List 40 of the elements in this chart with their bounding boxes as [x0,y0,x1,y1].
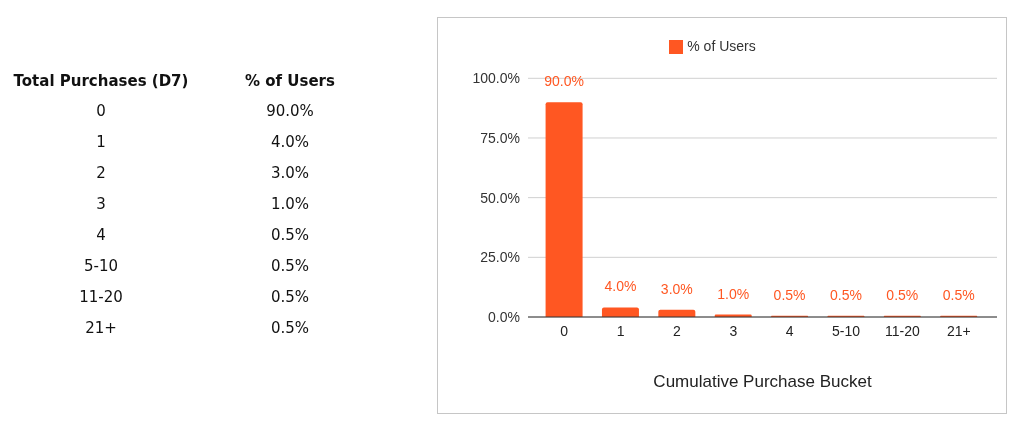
text: 3.0% [270,164,310,182]
data-label: 0.5% [942,286,975,303]
category-label: 0 [96,102,106,120]
x-axis-title: Cumulative Purchase Bucket [653,372,872,391]
y-tick-label: 100.0% [472,70,520,87]
x-tick-label: 5-10 [832,322,861,339]
category-label: 2 [96,164,106,182]
category-label: 5-10 [83,257,119,275]
y-tick-label: 0.0% [488,308,520,325]
legend-label: % of Users [687,38,756,54]
x-tick-label: 11-20 [885,322,921,339]
text: % of Users [244,71,336,92]
data-label: 1.0% [717,285,750,302]
category-label: 4 [96,226,106,244]
data-label: 0.5% [830,286,862,303]
x-tick-label: 0 [560,322,569,339]
text: 0.5% [270,257,310,275]
category-label: 1 [96,133,106,151]
text: 4.0% [270,133,310,151]
data-label: 90.0% [544,73,584,90]
x-tick-label: 4 [785,322,794,339]
text: 0.5% [270,288,310,306]
x-tick-label: 2 [673,322,682,339]
y-tick-label: 50.0% [480,189,520,206]
data-label: 0.5% [886,286,919,303]
text: 0.5% [270,319,310,337]
data-label: 0.5% [773,286,806,303]
y-tick-label: 75.0% [480,129,520,146]
text: 0.5% [270,226,310,244]
text: Total Purchases (D7) [12,71,190,92]
x-tick-label: 1 [616,322,625,339]
data-label: 4.0% [604,278,637,295]
data-label: 3.0% [660,280,693,297]
category-label: 3 [96,195,106,213]
text: 90.0% [266,102,314,120]
x-tick-label: 21+ [946,322,971,339]
x-tick-label: 3 [729,322,738,339]
text: 1.0% [270,195,310,213]
category-label: 11-20 [79,288,123,306]
y-tick-label: 25.0% [480,249,520,266]
